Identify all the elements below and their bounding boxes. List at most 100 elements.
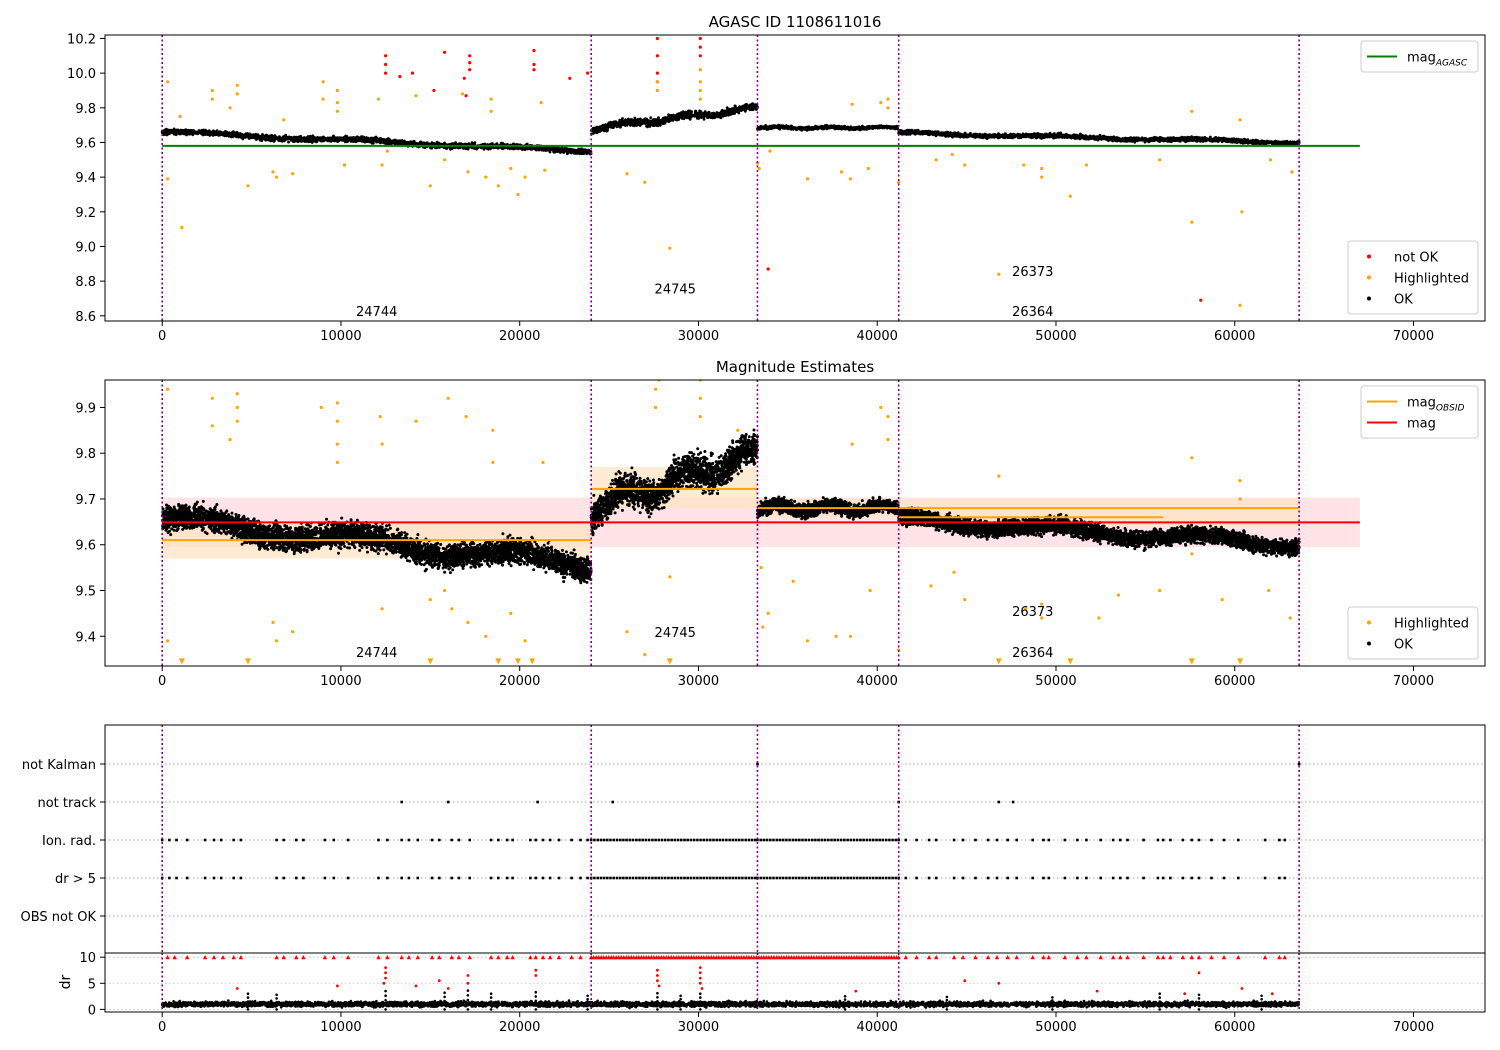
ok-point bbox=[167, 131, 170, 135]
ok-point bbox=[327, 138, 330, 142]
ok-point bbox=[528, 147, 532, 150]
ok-point bbox=[878, 125, 881, 128]
ok-point bbox=[264, 135, 267, 139]
ok-point bbox=[363, 140, 367, 144]
ok-point bbox=[552, 147, 556, 151]
ok-point bbox=[183, 130, 186, 134]
ok-point bbox=[321, 137, 325, 141]
ok-point bbox=[667, 119, 670, 123]
ok-point bbox=[702, 117, 706, 121]
ok-point bbox=[860, 125, 864, 129]
ok-point bbox=[815, 126, 819, 129]
ok-point bbox=[397, 141, 401, 145]
ok-point bbox=[748, 108, 752, 112]
ok-point bbox=[347, 138, 351, 142]
ok-point bbox=[227, 134, 231, 138]
ok-point bbox=[556, 150, 559, 154]
ok-point bbox=[490, 142, 494, 145]
ok-point bbox=[842, 126, 845, 130]
ok-point bbox=[651, 123, 655, 127]
ok-point bbox=[643, 117, 647, 121]
ok-point bbox=[218, 130, 222, 134]
ok-point bbox=[657, 121, 661, 125]
ok-point bbox=[177, 131, 181, 134]
ok-point bbox=[245, 132, 249, 136]
ok-point bbox=[707, 113, 710, 116]
ok-point bbox=[360, 137, 364, 141]
ok-point bbox=[764, 126, 768, 129]
ok-point bbox=[251, 134, 255, 138]
ok-point bbox=[635, 119, 639, 122]
ok-point bbox=[867, 126, 871, 130]
ok-point bbox=[610, 122, 613, 126]
ok-point bbox=[411, 142, 415, 146]
ok-point bbox=[648, 120, 651, 124]
ok-point bbox=[580, 147, 584, 151]
ok-point bbox=[297, 135, 301, 139]
ok-point bbox=[294, 138, 298, 141]
ok-point bbox=[354, 139, 358, 143]
ok-point bbox=[693, 113, 697, 117]
ok-point bbox=[243, 134, 247, 138]
ok-point bbox=[680, 112, 684, 116]
ok-point bbox=[173, 129, 177, 133]
ok-point bbox=[512, 142, 516, 146]
ok-point bbox=[435, 140, 439, 144]
ok-point bbox=[221, 131, 225, 135]
ok-point bbox=[735, 107, 739, 110]
ok-point bbox=[601, 126, 605, 130]
ok-point bbox=[318, 138, 322, 142]
ok-point bbox=[722, 114, 726, 117]
ok-point bbox=[450, 147, 454, 151]
ok-point bbox=[633, 116, 637, 120]
ok-point bbox=[646, 125, 649, 129]
ok-point bbox=[711, 113, 715, 117]
ok-point bbox=[719, 111, 723, 115]
ok-point bbox=[379, 141, 382, 145]
ok-point bbox=[718, 116, 722, 119]
ok-point bbox=[620, 119, 623, 123]
ok-point bbox=[648, 125, 652, 128]
ok-point bbox=[235, 131, 239, 134]
ok-point bbox=[593, 131, 597, 134]
ok-point bbox=[698, 112, 702, 115]
ok-point bbox=[378, 139, 382, 142]
ok-point bbox=[706, 115, 709, 119]
ok-point bbox=[403, 139, 406, 143]
ok-point bbox=[827, 125, 831, 129]
ok-point bbox=[618, 122, 622, 126]
ok-point bbox=[363, 136, 366, 140]
ok-point bbox=[759, 126, 763, 130]
ok-point bbox=[354, 136, 358, 140]
ok-point bbox=[750, 105, 754, 109]
ok-point bbox=[744, 105, 748, 109]
ok-point bbox=[698, 115, 702, 119]
ok-point bbox=[857, 127, 861, 131]
ok-point bbox=[790, 126, 794, 130]
ok-point bbox=[329, 138, 333, 142]
ok-point bbox=[539, 146, 543, 150]
ok-point bbox=[212, 129, 215, 133]
ok-point bbox=[562, 149, 565, 153]
ok-point bbox=[732, 106, 736, 110]
ok-point bbox=[685, 113, 689, 116]
ok-point bbox=[260, 135, 264, 138]
ok-point bbox=[739, 108, 743, 111]
ok-point bbox=[730, 109, 733, 112]
ok-point bbox=[780, 124, 784, 128]
ok-point bbox=[671, 114, 675, 117]
ok-point bbox=[806, 127, 810, 131]
ok-point bbox=[724, 110, 728, 114]
ok-point bbox=[454, 142, 457, 145]
ok-point bbox=[575, 150, 579, 153]
ok-point bbox=[649, 116, 653, 119]
ok-point bbox=[663, 117, 666, 121]
ok-point bbox=[309, 137, 313, 141]
ok-point bbox=[200, 132, 204, 136]
ok-point bbox=[761, 126, 765, 129]
ok-point bbox=[473, 141, 477, 145]
ok-point bbox=[351, 140, 355, 143]
ok-point bbox=[267, 136, 271, 140]
ok-point bbox=[644, 119, 648, 123]
ok-point bbox=[747, 106, 750, 109]
